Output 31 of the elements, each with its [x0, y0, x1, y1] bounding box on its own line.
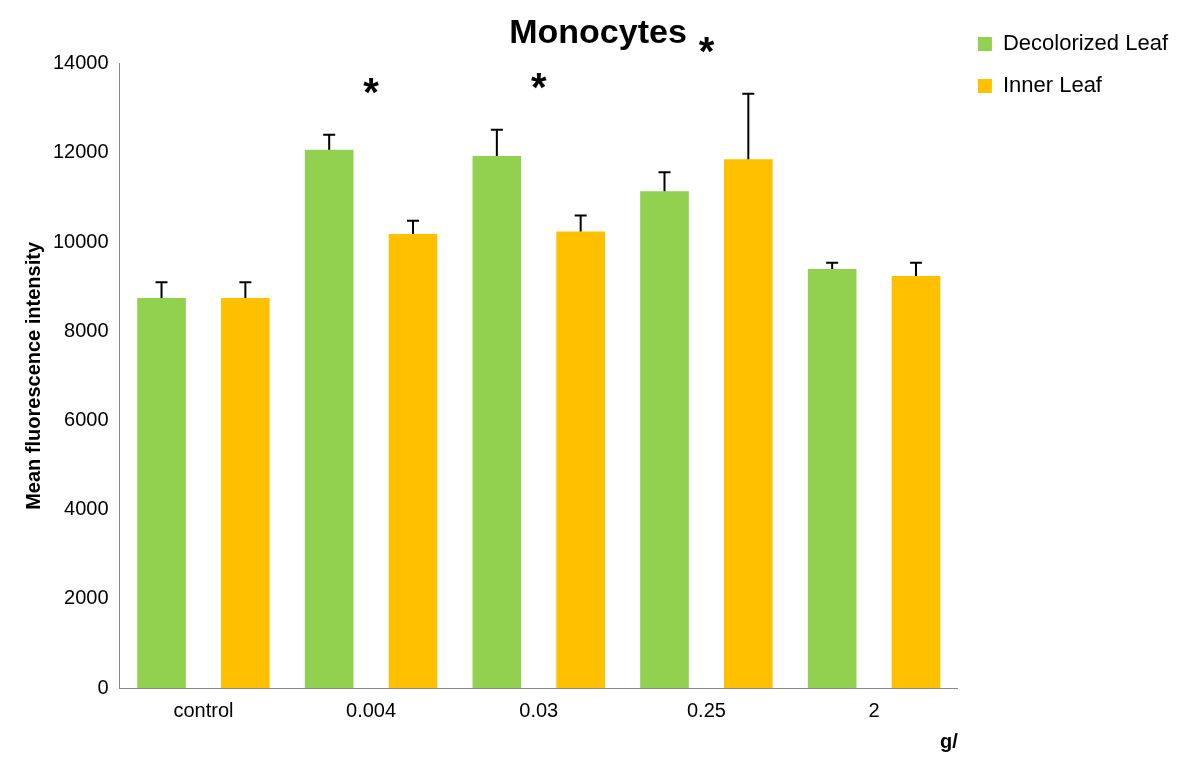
y-tick-label: 12000 [52, 140, 109, 163]
bar [221, 297, 270, 688]
y-tick-label: 0 [97, 675, 109, 698]
bar [891, 276, 941, 688]
y-tick-label: 2000 [64, 586, 109, 609]
y-tick-label: 6000 [64, 408, 109, 430]
x-tick-label: 2 [868, 698, 880, 721]
legend-label: Inner Leaf [1002, 72, 1103, 98]
x-tick-label: 0.03 [519, 698, 559, 721]
bar [640, 191, 689, 688]
chart-title: Monocytes [509, 11, 687, 50]
x-tick-label: 0.004 [346, 698, 397, 721]
bar [304, 149, 354, 688]
annotation: * [698, 28, 715, 73]
x-axis-title: g/ [940, 729, 959, 752]
bar [556, 231, 605, 688]
legend-label: Decolorized Leaf [1002, 30, 1169, 56]
annotation: * [363, 69, 380, 114]
x-tick-label: 0.25 [686, 698, 726, 721]
bar [388, 234, 438, 688]
x-tick-label: control [173, 698, 234, 721]
bar [807, 268, 857, 688]
y-tick-label: 14000 [52, 51, 109, 74]
annotation: * [530, 64, 547, 109]
bar [137, 297, 186, 688]
bar [472, 156, 522, 688]
y-axis-title: Mean fluorescence intensity [21, 241, 44, 510]
y-tick-label: 8000 [64, 318, 109, 341]
y-tick-label: 4000 [64, 497, 109, 520]
bar [724, 159, 773, 688]
y-tick-label: 10000 [52, 229, 109, 252]
